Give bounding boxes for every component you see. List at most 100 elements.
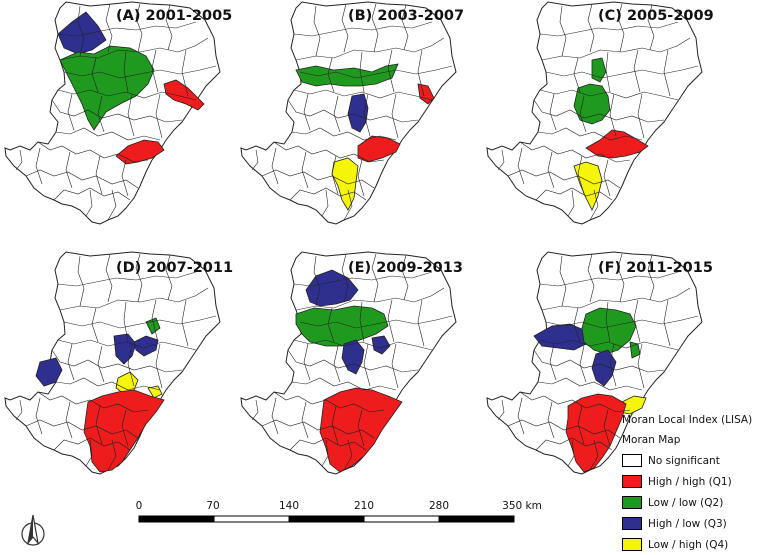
municipality-border [299,65,453,79]
municipality-border [303,343,311,381]
municipality-border [51,349,183,373]
municipality-border [533,349,665,373]
municipality-border [295,287,445,311]
municipality-border [293,339,433,351]
municipality-border [261,419,375,439]
municipality-border [609,93,617,137]
municipality-border [65,151,73,189]
municipality-border [321,189,329,217]
municipality-border [107,189,117,221]
panel-title-a: (A) 2001-2005 [116,8,233,24]
municipality-border [545,315,699,329]
municipality-border [567,189,575,217]
state-outline [4,251,221,475]
municipality-border [53,187,131,201]
municipality-border [59,37,209,61]
municipality-border [363,343,371,387]
panel-title-d: (D) 2007-2011 [116,260,234,276]
municipality-border [637,93,645,139]
cluster-region-q1 [565,393,627,473]
municipality-border [663,299,671,347]
map-panel-c: (C) 2005-2009 [482,0,722,240]
municipality-border [65,401,73,439]
municipality-border [181,299,189,347]
municipality-border [617,3,625,53]
municipality-border [35,147,43,185]
legend-label: Low / low (Q2) [648,496,724,509]
municipality-border [533,99,665,123]
municipality-border [57,89,197,101]
legend-swatch [622,454,642,467]
municipality-border [51,99,183,123]
legend-swatch [622,517,642,530]
municipality-border [37,391,149,413]
scale-bar-graphic [138,515,515,523]
municipality-border [633,299,641,343]
municipality-border [545,65,699,79]
cluster-region-q4 [147,385,163,399]
municipality-border [589,439,599,471]
north-arrow-icon [18,513,48,547]
municipality-border [507,419,621,439]
municipality-border [107,439,117,471]
legend-label: No significant [648,454,720,467]
map-panel-f: (F) 2011-2015 [482,250,722,490]
municipality-border [573,307,581,343]
scale-tick-label: 350 km [502,500,542,512]
municipality-border [587,253,595,303]
municipality-border [587,3,595,53]
map-panel-b: (B) 2003-2007 [236,0,476,240]
municipality-border [497,149,505,171]
municipality-border [577,405,585,445]
municipality-border [291,377,397,391]
municipality-border [135,3,143,53]
municipality-border [313,5,321,57]
legend-swatch [622,496,642,509]
municipality-border [663,49,671,97]
legend-item-q2: Low / low (Q2) [622,492,774,513]
cluster-region-q3 [591,349,617,387]
municipality-border [647,4,655,51]
map-d [4,251,221,475]
cluster-region-q3 [133,335,159,357]
legend-label: High / low (Q3) [648,517,727,530]
municipality-border [605,51,611,93]
municipality-border [91,57,99,93]
scale-bar: 0 70 140 210 280 350 km [100,500,620,545]
municipality-border [327,57,335,93]
municipality-border [633,49,641,93]
municipality-border [387,299,395,343]
legend-item-q4: Low / high (Q4) [622,534,774,555]
cluster-region-q2 [59,45,155,131]
municipality-border [67,93,75,131]
municipality-border [59,287,209,311]
municipality-border [303,93,311,131]
municipality-border [25,419,139,439]
municipality-border [605,301,611,343]
municipality-border [105,253,113,303]
municipality-border [517,147,525,185]
panel-title-b: (B) 2003-2007 [348,8,465,24]
cluster-region-q3 [113,333,137,365]
municipality-border [121,159,129,197]
municipality-border [287,99,419,123]
municipality-border [123,301,129,343]
municipality-border [371,3,379,53]
municipality-border [293,21,433,37]
map-panel-a: (A) 2001-2005 [0,0,240,240]
municipality-border [127,343,135,387]
municipality-border [497,399,505,421]
municipality-border [333,95,341,133]
legend-item-q1: High / high (Q1) [622,471,774,492]
municipality-border [299,315,453,329]
municipality-border [519,141,631,163]
municipality-border [637,343,645,389]
panel-title-e: (E) 2009-2013 [348,260,463,276]
cluster-region-q3 [371,335,391,355]
municipality-border [293,271,433,287]
municipality-border [343,189,353,221]
municipality-border [293,89,433,101]
municipality-border [579,95,587,133]
municipality-border [15,149,23,171]
municipality-border [261,169,375,189]
